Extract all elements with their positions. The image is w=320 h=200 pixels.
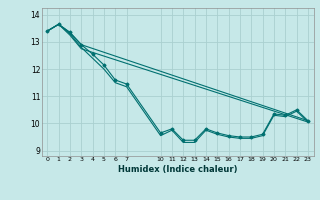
X-axis label: Humidex (Indice chaleur): Humidex (Indice chaleur) xyxy=(118,165,237,174)
